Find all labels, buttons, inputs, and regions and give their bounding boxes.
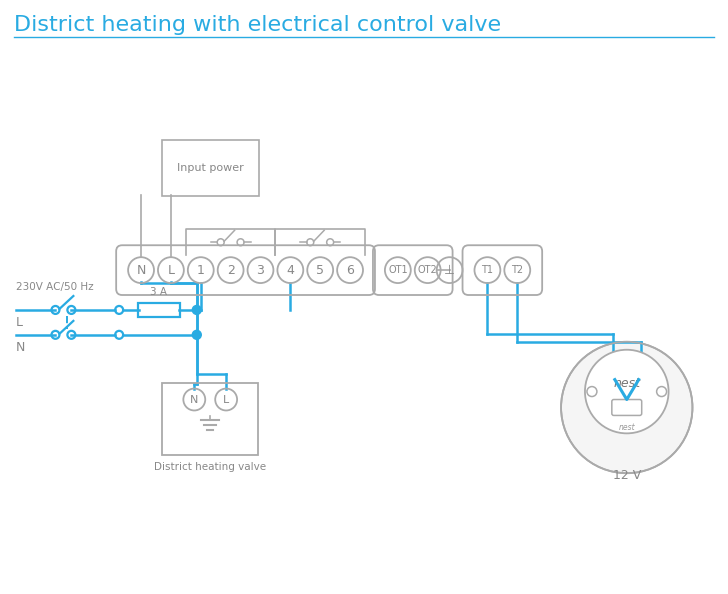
Text: N: N <box>136 264 146 277</box>
Text: nest: nest <box>619 423 635 432</box>
Text: L: L <box>223 394 229 405</box>
Text: ⊥: ⊥ <box>444 264 455 277</box>
Text: OT2: OT2 <box>418 265 438 275</box>
Text: N: N <box>15 342 25 354</box>
Text: 3: 3 <box>256 264 264 277</box>
Text: 2: 2 <box>226 264 234 277</box>
Text: T1: T1 <box>481 265 494 275</box>
Text: 4: 4 <box>286 264 294 277</box>
Text: T2: T2 <box>511 265 523 275</box>
Text: 230V AC/50 Hz: 230V AC/50 Hz <box>15 282 93 292</box>
Text: N: N <box>190 394 199 405</box>
Text: 12 V: 12 V <box>613 469 641 482</box>
Text: L: L <box>15 317 23 330</box>
Text: District heating with electrical control valve: District heating with electrical control… <box>14 15 501 35</box>
Text: 1: 1 <box>197 264 205 277</box>
Text: Input power: Input power <box>178 163 244 173</box>
Text: 3 A: 3 A <box>151 287 167 297</box>
Circle shape <box>192 305 201 314</box>
Circle shape <box>585 350 668 434</box>
Circle shape <box>192 330 201 339</box>
Text: 6: 6 <box>346 264 354 277</box>
Text: nest: nest <box>613 377 640 390</box>
Text: L: L <box>167 264 175 277</box>
Text: OT1: OT1 <box>388 265 408 275</box>
Text: District heating valve: District heating valve <box>154 462 266 472</box>
Circle shape <box>561 342 692 473</box>
Text: 5: 5 <box>316 264 324 277</box>
